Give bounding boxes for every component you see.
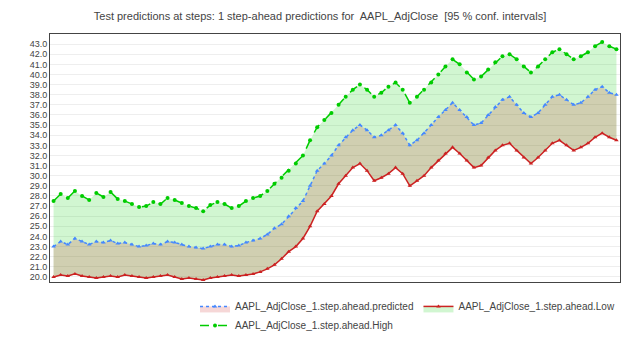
svg-text:27.0: 27.0 <box>30 201 48 211</box>
svg-text:43.0: 43.0 <box>30 39 48 49</box>
svg-text:28.0: 28.0 <box>30 191 48 201</box>
svg-text:21.0: 21.0 <box>30 262 48 272</box>
svg-text:37.0: 37.0 <box>30 100 48 110</box>
svg-text:41.0: 41.0 <box>30 60 48 70</box>
svg-text:AAPL_AdjClose_1.step.ahead.Low: AAPL_AdjClose_1.step.ahead.Low <box>458 301 614 312</box>
svg-text:33.0: 33.0 <box>30 141 48 151</box>
svg-text:20.0: 20.0 <box>30 272 48 282</box>
svg-text:AAPL_AdjClose_1.step.ahead.pre: AAPL_AdjClose_1.step.ahead.predicted <box>235 301 413 312</box>
svg-text:31.0: 31.0 <box>30 161 48 171</box>
svg-text:39.0: 39.0 <box>30 80 48 90</box>
svg-text:AAPL_AdjClose_1.step.ahead.Hig: AAPL_AdjClose_1.step.ahead.High <box>235 320 393 331</box>
svg-text:25.0: 25.0 <box>30 221 48 231</box>
svg-text:34.0: 34.0 <box>30 130 48 140</box>
svg-text:26.0: 26.0 <box>30 211 48 221</box>
svg-text:29.0: 29.0 <box>30 181 48 191</box>
svg-text:42.0: 42.0 <box>30 49 48 59</box>
svg-text:35.0: 35.0 <box>30 120 48 130</box>
svg-text:Test predictions at steps: 1 s: Test predictions at steps: 1 step-ahead … <box>94 10 546 22</box>
svg-text:22.0: 22.0 <box>30 252 48 262</box>
svg-text:32.0: 32.0 <box>30 151 48 161</box>
svg-text:40.0: 40.0 <box>30 70 48 80</box>
svg-text:24.0: 24.0 <box>30 232 48 242</box>
svg-text:30.0: 30.0 <box>30 171 48 181</box>
svg-text:23.0: 23.0 <box>30 242 48 252</box>
svg-text:38.0: 38.0 <box>30 90 48 100</box>
svg-text:36.0: 36.0 <box>30 110 48 120</box>
